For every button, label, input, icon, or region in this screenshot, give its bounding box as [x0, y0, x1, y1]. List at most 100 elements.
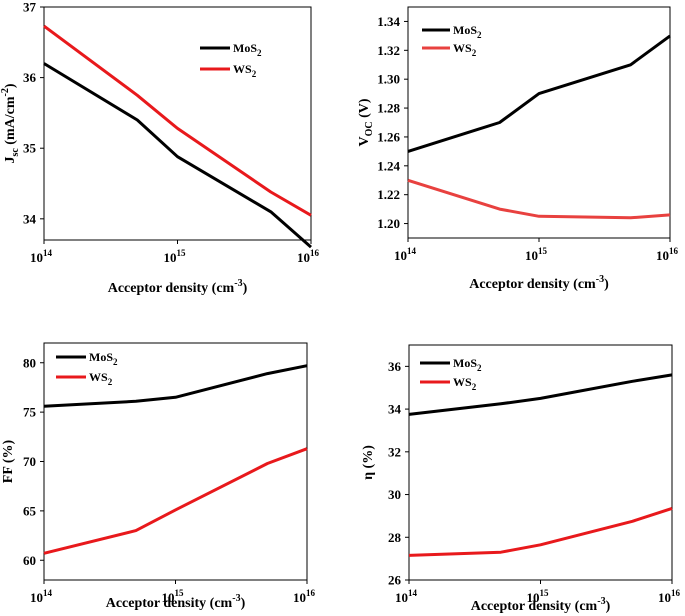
ff-xlabel-main: Acceptor density (cm — [106, 596, 233, 611]
jsc-plot-frame — [43, 6, 312, 241]
eta-xtick-label: 1016 — [658, 588, 681, 605]
jsc-legend-sub: 2 — [252, 69, 257, 79]
voc-xtick-exponent: 16 — [669, 246, 679, 256]
voc-y-axis-label: VOC (V) — [357, 98, 375, 146]
eta-xtick-exponent: 15 — [540, 588, 550, 598]
jsc-xtick-label: 1016 — [297, 248, 320, 265]
voc-ytick-label: 1.28 — [377, 101, 400, 116]
voc-ylabel-rest: (V) — [357, 98, 372, 121]
jsc-ytick-label: 36 — [23, 70, 37, 85]
jsc-ytick-label: 35 — [23, 141, 37, 156]
eta-legend-label: MoS2 — [453, 356, 482, 373]
ff-series-line-ws2 — [43, 447, 308, 555]
voc-xtick-exponent: 14 — [407, 246, 417, 256]
jsc-xlabel-end: ) — [243, 281, 248, 296]
ff-legend-label: WS2 — [89, 370, 113, 387]
jsc-ytick-label: 34 — [23, 211, 37, 226]
jsc-x-axis-label: Acceptor density (cm-3) — [108, 278, 248, 296]
ff-ytick-label: 65 — [23, 503, 37, 518]
voc-xlabel-main: Acceptor density (cm — [469, 277, 596, 292]
eta-ytick-label: 28 — [388, 530, 402, 545]
jsc-ytick-label: 37 — [23, 0, 37, 15]
eta-xlabel-end: ) — [606, 599, 611, 614]
ff-xlabel-sup: -3 — [232, 593, 240, 604]
ff-legend-sub: 2 — [108, 377, 113, 387]
eta-xtick-label: 1014 — [395, 588, 418, 605]
ff-x-axis-label: Acceptor density (cm-3) — [106, 593, 246, 611]
ff-xtick-base: 10 — [162, 590, 175, 605]
ff-legend-name: WS — [89, 370, 108, 384]
voc-ytick-label: 1.32 — [377, 43, 400, 58]
ff-legend-sub: 2 — [113, 357, 118, 367]
jsc-xlabel-main: Acceptor density (cm — [108, 281, 235, 296]
eta-xlabel-main: Acceptor density (cm — [471, 599, 598, 614]
jsc-legend-label: MoS2 — [233, 41, 262, 58]
ff-xtick-exponent: 16 — [306, 588, 316, 598]
jsc-xtick-exponent: 15 — [177, 248, 187, 258]
jsc-ylabel-sub: sc — [10, 148, 21, 157]
voc-ylabel-sub: OC — [364, 121, 375, 136]
eta-legend-label: WS2 — [453, 375, 477, 392]
jsc-legend-name: WS — [233, 62, 252, 76]
voc-ytick-label: 1.22 — [377, 187, 400, 202]
ff-xtick-exponent: 14 — [43, 588, 53, 598]
voc-legend-name: MoS — [453, 23, 477, 37]
ff-xtick-label: 1015 — [162, 588, 185, 605]
jsc-xtick-label: 1014 — [30, 248, 53, 265]
eta-xlabel-sup: -3 — [597, 596, 605, 607]
jsc-ylabel-sup: -2 — [0, 88, 11, 96]
eta-legend-name: MoS — [453, 356, 477, 370]
ff-xtick-exponent: 15 — [175, 588, 185, 598]
ff-ylabel-main: FF (%) — [1, 439, 16, 483]
voc-ytick-label: 1.30 — [377, 72, 400, 87]
ff-xtick-label: 1014 — [30, 588, 53, 605]
eta-xtick-base: 10 — [527, 590, 540, 605]
jsc-ylabel-main: J — [3, 157, 18, 164]
voc-xtick-base: 10 — [394, 248, 407, 263]
ff-ytick-label: 75 — [23, 405, 37, 420]
jsc-xtick-base: 10 — [164, 250, 177, 265]
eta-xtick-exponent: 16 — [671, 588, 681, 598]
voc-ytick-label: 1.20 — [377, 216, 400, 231]
voc-legend-sub: 2 — [477, 30, 482, 40]
voc-ytick-label: 1.24 — [377, 158, 400, 173]
ff-xtick-base: 10 — [293, 590, 306, 605]
eta-y-axis-label: η (%) — [361, 445, 376, 480]
eta-ytick-label: 30 — [388, 487, 401, 502]
voc-x-axis-label: Acceptor density (cm-3) — [469, 274, 609, 292]
eta-legend-name: WS — [453, 375, 472, 389]
eta-legend-sub: 2 — [472, 382, 477, 392]
ff-xtick-label: 1016 — [293, 588, 316, 605]
eta-ylabel-main: η (%) — [361, 445, 376, 480]
ff-series-line-mos2 — [43, 364, 308, 408]
eta-ytick-label: 32 — [388, 444, 401, 459]
jsc-xtick-base: 10 — [297, 250, 310, 265]
voc-ylabel-main: V — [357, 136, 372, 146]
voc-ytick-label: 1.34 — [377, 14, 400, 29]
voc-xtick-label: 1015 — [525, 246, 548, 263]
voc-xtick-label: 1016 — [656, 246, 679, 263]
eta-series-line-mos2 — [408, 373, 673, 416]
ff-legend-name: MoS — [89, 350, 113, 364]
jsc-xtick-base: 10 — [30, 250, 43, 265]
jsc-legend-sub: 2 — [257, 48, 262, 58]
ff-ytick-label: 80 — [23, 355, 36, 370]
jsc-legend-label: WS2 — [233, 62, 257, 79]
voc-plot-frame — [407, 6, 671, 239]
voc-xlabel-sup: -3 — [596, 274, 604, 285]
voc-legend-label: MoS2 — [453, 23, 482, 40]
voc-series-line-ws2 — [407, 178, 671, 220]
ff-ytick-label: 60 — [23, 553, 36, 568]
eta-x-axis-label: Acceptor density (cm-3) — [471, 596, 611, 614]
eta-ytick-label: 26 — [388, 573, 402, 588]
voc-xlabel-end: ) — [604, 277, 609, 292]
eta-ytick-label: 36 — [388, 359, 402, 374]
jsc-series-line-ws2 — [43, 24, 312, 217]
eta-series-line-ws2 — [408, 506, 673, 557]
jsc-y-axis-label: Jsc (mA/cm-2) — [0, 83, 21, 163]
ff-xtick-base: 10 — [30, 590, 43, 605]
